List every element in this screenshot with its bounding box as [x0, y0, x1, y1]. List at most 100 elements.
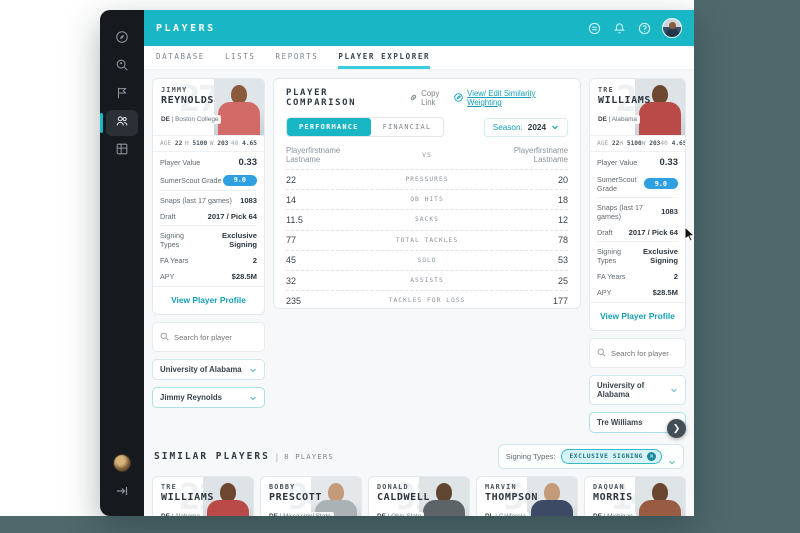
view-player-profile-link[interactable]: View Player Profile — [590, 304, 685, 330]
edit-weighting-link[interactable]: View/ Edit Similarity Weighting — [454, 89, 568, 107]
sidebar-item-players[interactable] — [100, 110, 138, 136]
similar-players-header: SIMILAR PLAYERS | 8 PLAYERS Signing Type… — [154, 444, 684, 469]
user-avatar[interactable] — [662, 18, 682, 38]
tab-financial[interactable]: FINANCIAL — [370, 118, 444, 136]
similar-players-row: 21 TRE WILLIAMS DE | Alabama AGE 22 H 51… — [152, 476, 686, 516]
player-photo — [203, 477, 253, 516]
player-photo — [635, 79, 685, 135]
tab-lists[interactable]: LISTS — [224, 51, 256, 61]
player-card-header: 91 DONALD CALDWELL DE | Ohio State — [369, 477, 469, 516]
apy-value: $28.5M — [231, 271, 257, 281]
player-photo — [527, 477, 577, 516]
metric-label: TACKLES FOR LOSS — [388, 297, 466, 305]
fa-years-value: 2 — [252, 255, 257, 265]
position-school: DE | Ohio State — [377, 512, 425, 516]
right-player-stat: 78 — [557, 235, 568, 246]
main-area: PLAYERS DATABASE LISTS REPORTS PLAYER EX… — [144, 10, 694, 516]
position-school: DE | Boston College — [161, 115, 222, 124]
sidebar-item-player-search[interactable] — [106, 54, 138, 80]
search-icon — [160, 328, 169, 346]
right-player-stat: 12 — [557, 214, 568, 225]
notifications-bell-icon[interactable] — [612, 21, 626, 35]
chevron-down-icon — [249, 394, 257, 402]
settings-sliders-icon[interactable] — [587, 21, 601, 35]
right-player-search[interactable] — [589, 338, 686, 368]
view-player-profile-link[interactable]: View Player Profile — [153, 288, 264, 314]
search-input[interactable] — [611, 348, 678, 358]
right-player-stat: 177 — [552, 295, 568, 306]
metric-label: SOLO — [417, 256, 437, 264]
tab-bar: DATABASE LISTS REPORTS PLAYER EXPLORER — [144, 46, 694, 70]
measurables-strip: AGE 22 H 5100 W 203 40 4.65 — [153, 135, 264, 152]
player-card: 94 BOBBY PRESCOTT DE | Mississippi State… — [260, 476, 362, 516]
page-title: PLAYERS — [156, 22, 216, 34]
sidebar-item-database[interactable] — [106, 138, 138, 164]
search-icon — [597, 344, 606, 362]
snaps-value: 1083 — [661, 207, 678, 216]
search-input[interactable] — [174, 332, 257, 342]
comparison-row: 235 TACKLES FOR LOSS 177 — [286, 290, 568, 308]
player-value: 0.33 — [659, 156, 679, 168]
metric-label: QB HITS — [410, 196, 444, 204]
collapse-sidebar-icon[interactable] — [116, 484, 128, 502]
left-player-column: 27 JIMMY REYNOLDS DE | Boston College AG… — [152, 78, 265, 433]
left-school-select[interactable]: University of Alabama — [152, 359, 265, 380]
metric-label: TOTAL TACKLES — [395, 236, 459, 244]
chevron-down-icon — [668, 453, 676, 464]
player-card: 14 DAQUAN MORRIS DE | Michigan AGE 22 H … — [584, 476, 686, 516]
player-name: DONALD CALDWELL — [377, 483, 430, 503]
tab-reports[interactable]: REPORTS — [275, 51, 319, 61]
players-icon — [115, 114, 129, 133]
draft-value: 2017 / Pick 64 — [207, 211, 257, 221]
sidebar-item-compass[interactable] — [106, 26, 138, 52]
carousel-next-button[interactable]: ❯ — [667, 419, 686, 438]
comparison-table: 22 PRESSURES 20 14 QB HITS 18 11.5 SACKS… — [286, 169, 568, 308]
remove-chip-icon[interactable] — [647, 452, 656, 461]
grade-pill: 9.0 — [643, 178, 678, 189]
player-card-header: 14 DAQUAN MORRIS DE | Michigan — [585, 477, 685, 516]
signing-types-filter[interactable]: Signing Types: EXCLUSIVE SIGNING — [497, 444, 684, 469]
left-player-stat: 22 — [286, 174, 297, 185]
apy-value: $28.5M — [652, 287, 678, 297]
left-player-select[interactable]: Jimmy Reynolds — [152, 387, 265, 408]
left-player-stat: 32 — [286, 275, 297, 286]
chevron-down-icon — [670, 386, 678, 394]
left-player-stat: 235 — [286, 295, 302, 306]
player-card-header: 21 TRE WILLIAMS DE | Alabama — [153, 477, 253, 516]
tab-database[interactable]: DATABASE — [156, 51, 205, 61]
grid-icon — [115, 142, 129, 161]
player-name: DAQUAN MORRIS — [593, 483, 633, 503]
comparison-title: PLAYER COMPARISON — [286, 88, 357, 108]
measurables-strip: AGE 22 H 5100 W 203 40 4.65 — [590, 135, 685, 152]
help-icon[interactable] — [637, 21, 651, 35]
right-player-stat: 18 — [557, 194, 568, 205]
sidebar-bottom — [113, 454, 131, 516]
flag-chart-icon — [115, 86, 129, 105]
link-icon — [409, 93, 418, 104]
position-school: DE | Mississippi State — [269, 512, 334, 516]
metric-label: PRESSURES — [405, 176, 449, 184]
player-photo — [214, 79, 264, 135]
season-select[interactable]: Season: 2024 — [483, 117, 568, 137]
tab-player-explorer[interactable]: PLAYER EXPLORER — [338, 46, 431, 69]
tab-performance[interactable]: PERFORMANCE — [287, 118, 371, 136]
left-player-stat: 11.5 — [286, 214, 303, 225]
pencil-icon — [454, 92, 463, 104]
player-card-stats: Player Value 0.33 SumerScout Grade 9.0 Sna… — [597, 156, 679, 297]
left-player-search[interactable] — [152, 322, 265, 352]
left-player-stat: 14 — [286, 194, 297, 205]
fa-years-value: 2 — [673, 271, 678, 281]
comparison-panel-wrap: PLAYER COMPARISON Copy Link View/ Edit S… — [273, 78, 581, 433]
player-card: 54 MARVIN THOMPSON DL | California AGE 3… — [476, 476, 578, 516]
position-school: DE | Alabama — [598, 115, 640, 124]
chevron-down-icon — [551, 123, 559, 131]
copy-link-button[interactable]: Copy Link — [409, 89, 454, 107]
player-card: 21 TRE WILLIAMS DE | Alabama AGE 22 H 51… — [589, 78, 686, 331]
signing-value: Exclusive Signing — [642, 246, 678, 265]
draft-value: 2017 / Pick 64 — [628, 227, 678, 237]
signing-type-chip[interactable]: EXCLUSIVE SIGNING — [561, 449, 662, 464]
sidebar-item-reports[interactable] — [106, 82, 138, 108]
player-card-header: 94 BOBBY PRESCOTT DE | Mississippi State — [261, 477, 361, 516]
right-school-select[interactable]: University of Alabama — [589, 375, 686, 405]
similar-players-count: 8 PLAYERS — [284, 452, 334, 461]
